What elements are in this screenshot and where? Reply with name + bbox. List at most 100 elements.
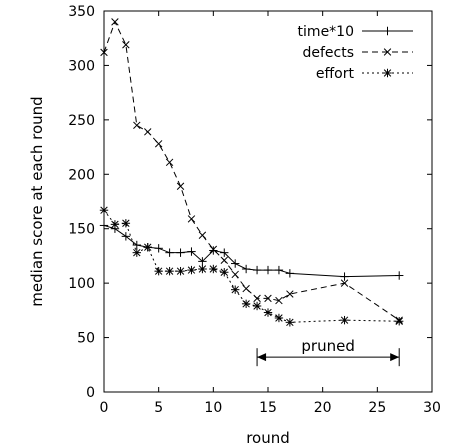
y-tick-label: 100: [68, 276, 95, 292]
legend-swatch-marker: [383, 48, 392, 56]
x-tick-label: 5: [154, 400, 163, 416]
data-point-stroke: [209, 265, 218, 273]
legend-swatch-marker: [383, 68, 392, 78]
data-point-stroke: [395, 317, 403, 325]
x-tick-label: 15: [259, 400, 277, 416]
data-point-defects: [144, 128, 152, 136]
data-point-stroke: [220, 268, 228, 276]
data-point-stroke: [209, 245, 218, 254]
range-arrow-head-right: [390, 353, 400, 362]
x-tick-label: 20: [314, 400, 332, 416]
x-tick-label: 0: [100, 400, 109, 416]
series-time-10: [99, 221, 404, 281]
data-point-effort: [252, 301, 262, 311]
legend-swatch-marker: [383, 26, 392, 36]
legend: time*10 defects effort: [298, 24, 413, 82]
data-point-defects: [187, 215, 196, 223]
data-point-stroke: [340, 316, 349, 324]
data-point-stroke: [198, 231, 207, 239]
data-point-defects: [220, 256, 228, 264]
data-point-stroke: [154, 267, 163, 275]
data-point-time-10: [121, 232, 131, 241]
data-point-defects: [154, 140, 163, 148]
data-point-defects: [198, 231, 207, 239]
data-point-stroke: [264, 294, 272, 303]
data-point-effort: [263, 308, 273, 317]
y-tick-label: 0: [86, 385, 95, 401]
series-line-defects: [103, 20, 400, 321]
data-point-time-10: [263, 265, 273, 275]
data-point-defects: [133, 121, 141, 130]
data-point-stroke: [340, 279, 349, 287]
data-point-stroke: [133, 121, 141, 130]
data-point-effort: [110, 220, 120, 229]
data-point-stroke: [231, 270, 239, 279]
data-point-stroke: [187, 215, 196, 223]
data-point-defects: [242, 284, 250, 293]
data-point-defects: [209, 245, 218, 254]
data-point-time-10: [176, 248, 185, 257]
y-tick-label: 150: [68, 222, 95, 238]
data-point-defects: [286, 290, 294, 298]
plot-frame: [103, 10, 433, 393]
data-point-time-10: [165, 248, 174, 257]
legend-label: defects: [302, 45, 354, 61]
plot-series: [99, 18, 404, 327]
legend-item-time-10: time*10: [298, 24, 413, 40]
data-point-time-10: [395, 271, 404, 280]
data-point-stroke: [286, 318, 294, 327]
data-point-effort: [209, 264, 218, 274]
data-point-stroke: [286, 290, 294, 298]
data-point-stroke: [111, 18, 119, 26]
data-point-time-10: [340, 272, 349, 281]
y-tick-label: 50: [77, 331, 95, 347]
series-effort: [99, 206, 404, 327]
data-point-effort: [220, 268, 229, 277]
data-point-stroke: [144, 128, 152, 136]
data-point-stroke: [275, 314, 283, 322]
data-point-effort: [132, 248, 141, 257]
data-point-stroke: [242, 284, 250, 293]
data-point-stroke: [165, 158, 174, 167]
data-point-time-10: [285, 269, 295, 278]
data-point-time-10: [132, 240, 141, 250]
data-point-defects: [264, 294, 272, 303]
data-point-stroke: [122, 219, 130, 227]
annotation-label: pruned: [301, 337, 354, 355]
data-point-effort: [274, 313, 284, 323]
legend-label: time*10: [298, 24, 354, 40]
data-point-stroke: [253, 302, 261, 310]
data-point-effort: [165, 266, 174, 276]
x-axis-title: round: [246, 429, 290, 447]
data-point-defects: [165, 158, 174, 167]
data-point-effort: [187, 265, 196, 275]
data-point-stroke: [383, 48, 392, 56]
data-point-stroke: [133, 248, 141, 257]
y-tick-label: 250: [68, 113, 95, 129]
y-tick-label: 200: [68, 167, 95, 183]
data-point-effort: [154, 266, 163, 276]
data-point-time-10: [209, 246, 218, 255]
data-point-effort: [241, 299, 251, 309]
series-defects: [100, 18, 403, 324]
pruned-annotation: pruned: [256, 337, 400, 367]
data-point-time-10: [231, 259, 240, 268]
data-point-effort: [121, 219, 131, 228]
legend-item-defects: defects: [302, 45, 413, 61]
data-point-stroke: [144, 243, 152, 251]
y-tick-label: 350: [68, 4, 95, 20]
data-point-stroke: [253, 294, 261, 303]
data-point-stroke: [220, 256, 228, 264]
data-point-time-10: [220, 248, 229, 257]
data-point-time-10: [274, 265, 284, 275]
y-tick-label: 300: [68, 58, 95, 74]
data-point-stroke: [264, 308, 272, 317]
data-point-defects: [340, 279, 349, 287]
data-point-defects: [275, 296, 283, 305]
data-point-defects: [253, 294, 261, 303]
x-tick-label: 30: [423, 400, 441, 416]
data-point-defects: [231, 270, 239, 279]
data-point-stroke: [275, 296, 283, 305]
data-point-stroke: [231, 285, 239, 294]
